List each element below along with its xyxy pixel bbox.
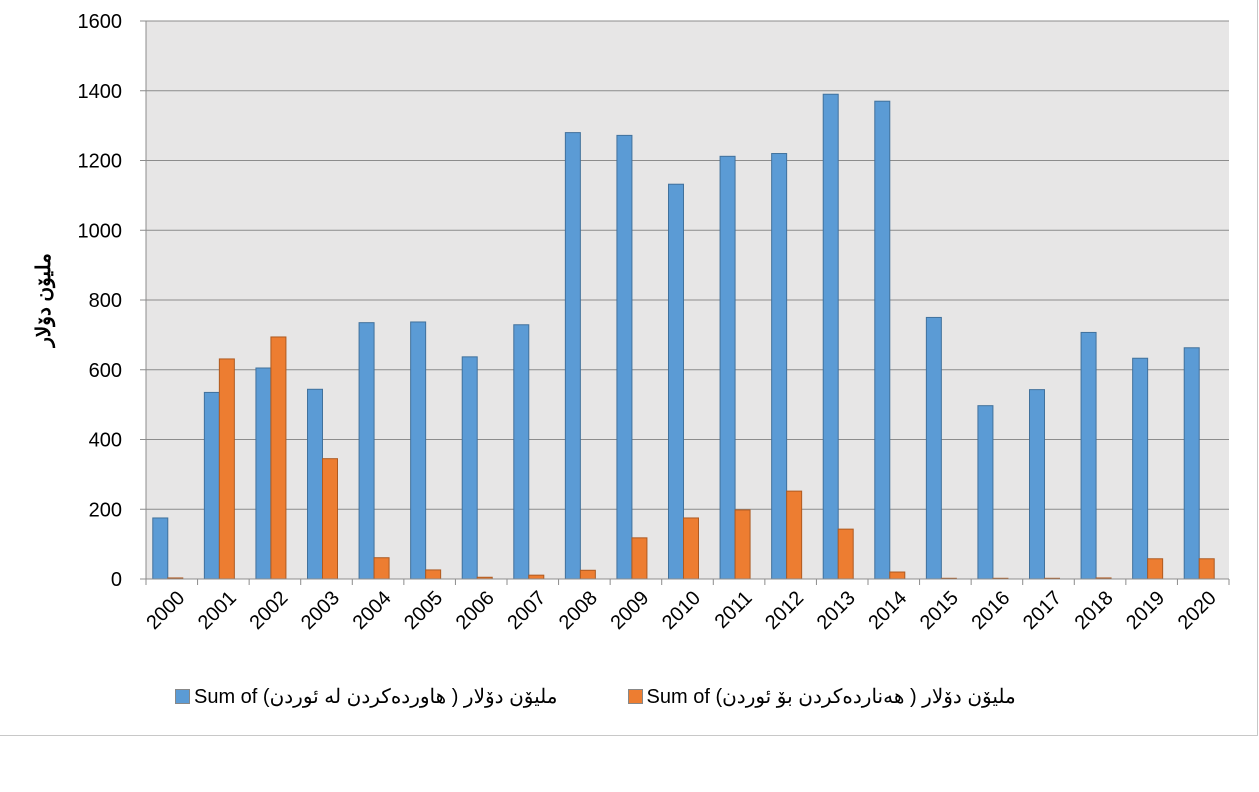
import-bar <box>874 100 891 580</box>
y-tick-label: 400 <box>89 430 122 452</box>
x-tick-label: 2014 <box>864 587 911 634</box>
legend-label: Sum of مليۆن دۆلار ( هاوردەکردن لە ئوردن… <box>194 686 558 708</box>
import-bar <box>1132 357 1149 580</box>
x-tick-label: 2001 <box>194 587 241 634</box>
y-tick-label: 200 <box>89 499 122 521</box>
x-tick-label: 2020 <box>1174 587 1221 634</box>
import-bar <box>616 134 633 580</box>
legend-item: Sum of مليۆن دۆلار ( هاوردەکردن لە ئوردن… <box>175 684 558 709</box>
x-tick-label: 2007 <box>503 587 550 634</box>
import-bar <box>152 517 169 580</box>
export-bar <box>579 569 596 580</box>
y-tick-label: 0 <box>111 569 122 591</box>
x-tick-label: 2019 <box>1122 587 1169 634</box>
x-tick-label: 2017 <box>1019 587 1066 634</box>
import-bar <box>771 153 788 580</box>
legend-item: Sum of مليۆن دۆلار ( هەناردەکردن بۆ ئورد… <box>627 684 1016 709</box>
y-tick-label: 1400 <box>78 81 123 103</box>
x-tick-label: 2018 <box>1071 587 1118 634</box>
import-bar <box>668 183 684 580</box>
x-tick-label: 2002 <box>245 587 292 634</box>
legend-swatch <box>627 689 643 704</box>
chart-frame <box>0 0 1258 736</box>
export-bar <box>270 336 287 580</box>
x-tick-label: 2003 <box>297 587 344 634</box>
x-tick-label: 2011 <box>711 587 757 633</box>
x-tick-label: 2006 <box>452 587 499 634</box>
import-bar <box>564 132 581 580</box>
import-bar <box>1183 347 1200 580</box>
export-bar <box>1147 558 1164 580</box>
import-bar <box>410 321 427 580</box>
import-bar <box>977 405 994 580</box>
y-axis-label: مليۆن دۆلار <box>33 253 56 349</box>
x-tick-label: 2015 <box>916 587 963 634</box>
export-bar <box>322 458 338 580</box>
export-bar <box>631 537 648 580</box>
export-bar <box>373 557 390 580</box>
export-bar <box>889 571 906 580</box>
x-tick-label: 2008 <box>555 587 602 634</box>
x-tick-label: 2009 <box>606 587 653 634</box>
import-bar <box>307 388 323 580</box>
y-tick-label: 800 <box>89 290 122 312</box>
import-bar <box>358 322 375 580</box>
y-tick-label: 600 <box>89 360 122 382</box>
export-bar <box>425 569 442 580</box>
export-bar <box>683 517 699 580</box>
import-bar <box>461 356 478 580</box>
x-tick-label: 2013 <box>813 587 860 634</box>
import-bar <box>255 367 272 580</box>
x-tick-label: 2010 <box>658 587 705 634</box>
x-tick-label: 2004 <box>349 587 396 634</box>
x-tick-label: 2000 <box>142 587 189 634</box>
y-tick-label: 1600 <box>78 11 123 33</box>
y-tick-label: 1200 <box>78 151 123 173</box>
import-bar <box>822 93 839 580</box>
legend-label: Sum of مليۆن دۆلار ( هەناردەکردن بۆ ئورد… <box>646 686 1016 708</box>
export-bar <box>837 528 854 580</box>
y-tick-label: 1000 <box>78 220 123 242</box>
export-bar <box>734 509 751 580</box>
x-tick-label: 2012 <box>761 587 808 634</box>
import-bar <box>513 324 530 580</box>
import-bar <box>1029 389 1045 580</box>
x-tick-label: 2005 <box>400 587 447 634</box>
export-bar <box>218 358 235 580</box>
import-bar <box>925 316 942 580</box>
export-bar <box>528 574 545 580</box>
legend: Sum of مليۆن دۆلار ( هاوردەکردن لە ئوردن… <box>175 684 1175 709</box>
import-bar <box>719 155 736 580</box>
x-tick-label: 2016 <box>967 587 1014 634</box>
import-bar <box>203 391 220 580</box>
legend-swatch <box>175 689 190 704</box>
import-bar <box>1080 331 1097 580</box>
export-bar <box>786 490 803 580</box>
export-bar <box>1198 558 1215 580</box>
